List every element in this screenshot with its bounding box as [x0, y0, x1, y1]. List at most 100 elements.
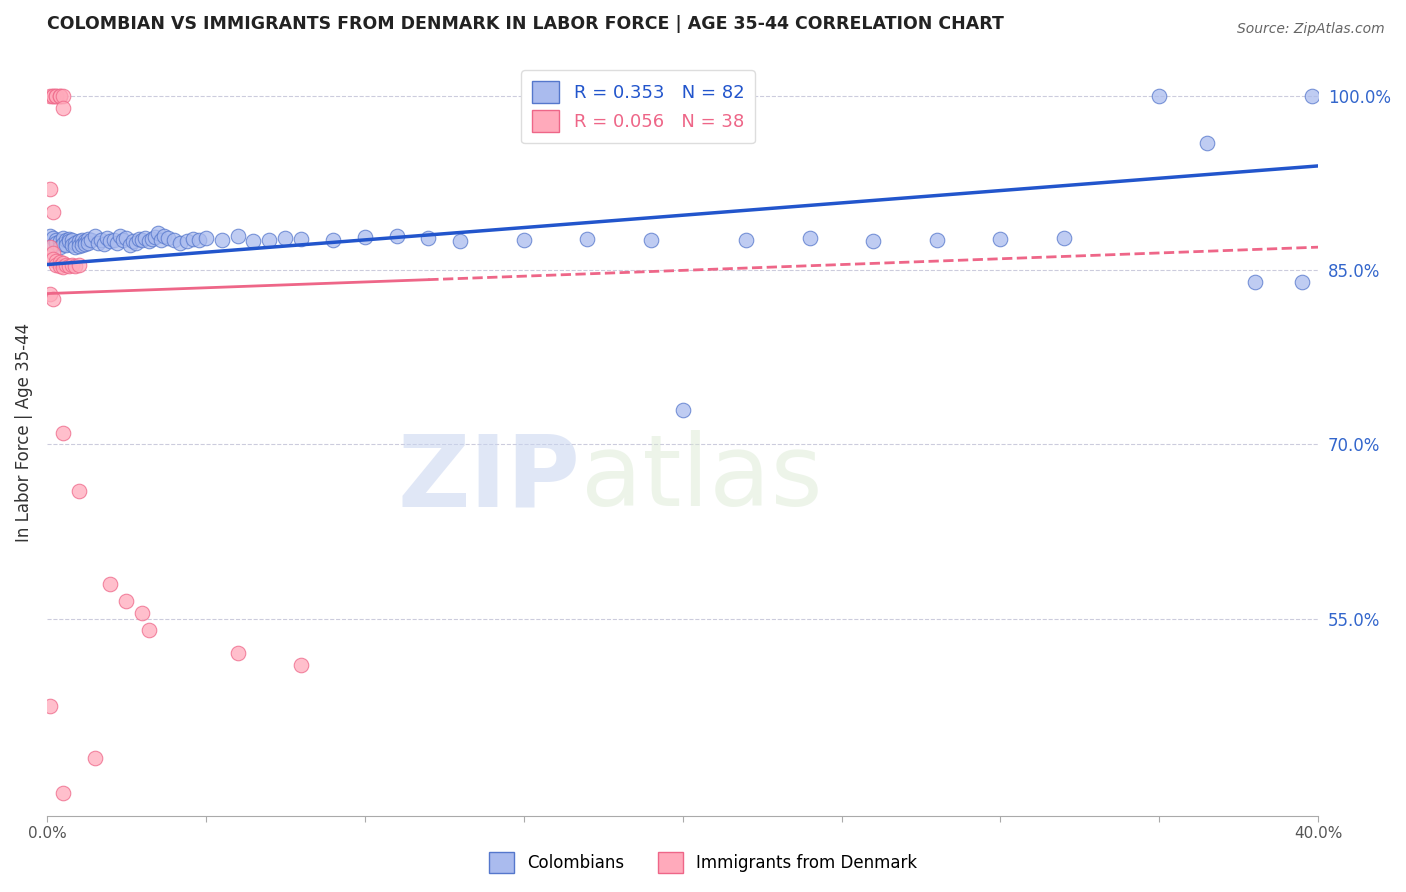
Point: [58, 232, 80, 246]
Point: [131, 606, 153, 620]
Point: [90, 233, 112, 247]
Point: [80, 233, 103, 247]
Point: [87, 235, 110, 250]
Point: [60, 233, 83, 247]
Point: [45, 233, 67, 247]
Point: [93, 236, 115, 251]
Point: [512, 233, 534, 247]
Point: [105, 235, 128, 250]
Point: [134, 231, 156, 245]
Point: [45, 235, 67, 250]
Point: [100, 235, 122, 249]
Point: [322, 233, 344, 247]
Text: atlas: atlas: [581, 430, 823, 527]
Point: [48, 255, 70, 269]
Point: [290, 232, 312, 246]
Point: [121, 235, 143, 249]
Point: [52, 425, 75, 440]
Point: [100, 576, 122, 591]
Point: [131, 233, 153, 247]
Text: ZIP: ZIP: [398, 430, 581, 527]
Point: [73, 236, 96, 251]
Point: [48, 235, 70, 249]
Point: [274, 231, 297, 245]
Point: [143, 229, 166, 244]
Point: [52, 256, 75, 270]
Point: [42, 89, 65, 103]
Point: [194, 231, 217, 245]
Point: [39, 240, 62, 254]
Point: [576, 232, 599, 246]
Point: [67, 235, 90, 249]
Point: [39, 89, 62, 103]
Point: [52, 236, 75, 251]
Point: [153, 228, 176, 243]
Point: [39, 182, 62, 196]
Point: [45, 89, 67, 103]
Point: [48, 89, 70, 103]
Point: [67, 258, 90, 272]
Point: [799, 231, 821, 245]
Point: [52, 786, 75, 800]
Point: [115, 594, 138, 608]
Point: [48, 89, 70, 103]
Legend: Colombians, Immigrants from Denmark: Colombians, Immigrants from Denmark: [482, 846, 924, 880]
Point: [226, 647, 249, 661]
Point: [45, 254, 67, 268]
Point: [39, 286, 62, 301]
Point: [449, 235, 471, 249]
Point: [70, 237, 93, 252]
Point: [138, 623, 160, 637]
Point: [52, 101, 75, 115]
Point: [1301, 89, 1323, 103]
Point: [188, 233, 211, 247]
Point: [65, 259, 87, 273]
Point: [418, 231, 440, 245]
Point: [55, 237, 77, 252]
Point: [385, 228, 408, 243]
Point: [58, 259, 80, 273]
Point: [211, 233, 233, 247]
Text: Source: ZipAtlas.com: Source: ZipAtlas.com: [1237, 22, 1385, 37]
Point: [990, 232, 1012, 246]
Point: [39, 698, 62, 713]
Point: [146, 226, 169, 240]
Point: [640, 233, 662, 247]
Y-axis label: In Labor Force | Age 35-44: In Labor Force | Age 35-44: [15, 323, 32, 542]
Point: [65, 235, 87, 250]
Point: [83, 228, 105, 243]
Point: [73, 235, 96, 249]
Point: [353, 229, 375, 244]
Text: COLOMBIAN VS IMMIGRANTS FROM DENMARK IN LABOR FORCE | AGE 35-44 CORRELATION CHAR: COLOMBIAN VS IMMIGRANTS FROM DENMARK IN …: [46, 15, 1004, 33]
Point: [138, 235, 160, 249]
Point: [67, 239, 90, 253]
Point: [1243, 275, 1265, 289]
Point: [290, 658, 312, 673]
Point: [42, 252, 65, 266]
Legend: R = 0.353   N = 82, R = 0.056   N = 38: R = 0.353 N = 82, R = 0.056 N = 38: [522, 70, 755, 144]
Point: [1149, 89, 1171, 103]
Point: [96, 231, 118, 245]
Point: [42, 89, 65, 103]
Point: [42, 205, 65, 219]
Point: [65, 240, 87, 254]
Point: [83, 751, 105, 765]
Point: [862, 235, 884, 249]
Point: [671, 402, 693, 417]
Point: [42, 237, 65, 252]
Point: [58, 235, 80, 249]
Point: [77, 232, 100, 246]
Point: [60, 237, 83, 252]
Point: [925, 233, 948, 247]
Point: [77, 235, 100, 250]
Point: [1291, 275, 1313, 289]
Point: [52, 231, 75, 245]
Point: [118, 237, 141, 252]
Point: [115, 231, 138, 245]
Point: [181, 232, 204, 246]
Point: [125, 235, 148, 250]
Point: [52, 89, 75, 103]
Point: [45, 89, 67, 103]
Point: [156, 231, 179, 245]
Point: [42, 246, 65, 260]
